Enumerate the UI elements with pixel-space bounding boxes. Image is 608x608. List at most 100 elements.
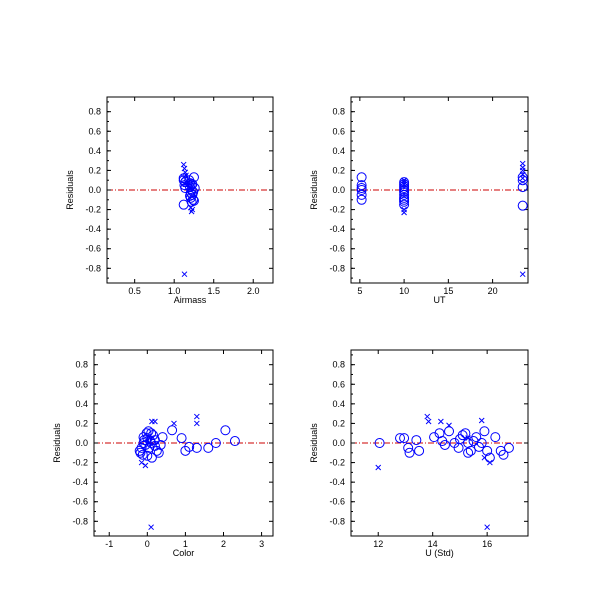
x-tick-label: 15 bbox=[443, 286, 453, 296]
data-point-circle bbox=[404, 447, 415, 458]
y-tick-label: -0.4 bbox=[329, 224, 345, 234]
y-tick-label: 0.0 bbox=[332, 438, 345, 448]
data-point-x bbox=[519, 271, 526, 278]
x-tick-label: 1.5 bbox=[207, 286, 220, 296]
data-point-circle bbox=[429, 432, 440, 443]
x-tick-label: 16 bbox=[482, 539, 492, 549]
data-point-x bbox=[484, 524, 491, 531]
data-point-x bbox=[193, 420, 200, 427]
x-axis-label: U (Std) bbox=[425, 548, 454, 558]
y-tick-label: 0.6 bbox=[88, 126, 101, 136]
data-point-circle bbox=[142, 450, 153, 461]
x-tick-label: 14 bbox=[428, 539, 438, 549]
data-point-circle bbox=[146, 452, 157, 463]
data-point-x bbox=[401, 179, 407, 186]
data-point-x bbox=[187, 185, 193, 191]
data-point-x bbox=[181, 271, 188, 278]
y-tick-label: 0.4 bbox=[332, 146, 345, 156]
data-point-circle bbox=[490, 432, 501, 443]
y-axis-label: Residuals bbox=[65, 170, 75, 210]
y-axis-label: Residuals bbox=[52, 423, 62, 463]
data-point-circle bbox=[157, 432, 168, 443]
data-point-circle bbox=[517, 172, 528, 183]
y-tick-label: 0.4 bbox=[88, 146, 101, 156]
x-tick-label: 0 bbox=[145, 539, 150, 549]
data-point-x bbox=[188, 179, 195, 186]
data-point-x bbox=[152, 418, 158, 425]
y-tick-label: -0.8 bbox=[85, 263, 101, 273]
data-point-circle bbox=[178, 175, 189, 186]
data-point-x bbox=[171, 420, 177, 427]
data-point-circle bbox=[503, 442, 514, 453]
data-point-x bbox=[481, 454, 488, 461]
x-tick-label: -1 bbox=[105, 539, 113, 549]
data-point-x bbox=[193, 413, 200, 420]
y-tick-label: -0.8 bbox=[329, 516, 345, 526]
data-point-circle bbox=[479, 426, 490, 437]
chart-panel-4: 0.8 0.6 0.4 0.2 0.0 -0.2 -0.4 -0.6 -0.8 12 14 16 U (… bbox=[309, 349, 529, 558]
y-tick-label: -0.4 bbox=[85, 224, 101, 234]
data-point-circle bbox=[403, 442, 414, 453]
data-point-circle bbox=[210, 438, 221, 448]
data-point-circle bbox=[374, 438, 385, 448]
x-tick-label: 5 bbox=[357, 286, 362, 296]
data-point-x bbox=[438, 418, 444, 425]
x-tick-label: 2 bbox=[221, 539, 226, 549]
data-point-circle bbox=[188, 195, 199, 206]
data-point-x bbox=[375, 464, 382, 471]
y-tick-label: 0.6 bbox=[332, 126, 345, 136]
data-point-circle bbox=[151, 445, 162, 456]
data-point-circle bbox=[517, 200, 528, 211]
data-point-circle bbox=[399, 186, 410, 197]
y-tick-label: 0.0 bbox=[75, 438, 88, 448]
data-point-circle bbox=[176, 433, 187, 444]
data-point-circle bbox=[203, 442, 214, 453]
data-point-circle bbox=[356, 185, 367, 195]
data-point-circle bbox=[463, 447, 474, 458]
data-point-circle bbox=[184, 441, 195, 452]
data-point-circle bbox=[137, 449, 148, 460]
y-tick-label: 0.2 bbox=[75, 418, 88, 428]
chart-panel-2: 0.8 0.6 0.4 0.2 0.0 -0.2 -0.4 -0.6 -0.8 5 10 15 20 UT… bbox=[309, 96, 529, 305]
y-tick-label: -0.4 bbox=[329, 477, 345, 487]
y-tick-label: -0.2 bbox=[72, 458, 88, 468]
data-point-x bbox=[148, 524, 154, 531]
data-point-circle bbox=[356, 189, 367, 200]
data-point-x bbox=[182, 181, 189, 187]
y-tick-label: 0.0 bbox=[88, 185, 101, 195]
data-point-circle bbox=[411, 435, 422, 446]
data-point-circle bbox=[476, 438, 487, 448]
y-tick-label: -0.4 bbox=[72, 477, 88, 487]
data-point-x bbox=[465, 435, 471, 441]
data-point-circle bbox=[191, 442, 202, 453]
x-tick-label: 3 bbox=[259, 539, 264, 549]
x-axis-label: Airmass bbox=[174, 295, 207, 305]
y-tick-label: 0.8 bbox=[88, 107, 101, 117]
data-point-circle bbox=[180, 445, 191, 456]
data-point-x bbox=[519, 175, 526, 182]
data-point-circle bbox=[414, 445, 425, 456]
data-point-x bbox=[401, 209, 407, 216]
data-point-circle bbox=[149, 440, 160, 451]
data-point-circle bbox=[155, 439, 166, 450]
x-tick-label: 20 bbox=[488, 286, 498, 296]
y-tick-label: -0.2 bbox=[329, 205, 345, 215]
data-point-circle bbox=[399, 433, 410, 444]
data-point-circle bbox=[471, 432, 482, 443]
y-tick-label: -0.8 bbox=[72, 516, 88, 526]
x-tick-label: 0.5 bbox=[128, 286, 141, 296]
data-point-x bbox=[425, 418, 432, 425]
y-tick-label: 0.4 bbox=[75, 399, 88, 409]
data-point-circle bbox=[439, 439, 450, 450]
y-tick-label: -0.8 bbox=[329, 263, 345, 273]
y-tick-label: -0.6 bbox=[72, 497, 88, 507]
y-tick-label: 0.2 bbox=[88, 165, 101, 175]
data-point-circle bbox=[148, 430, 159, 441]
x-axis-label: Color bbox=[173, 548, 195, 558]
data-point-circle bbox=[188, 172, 199, 183]
data-point-x bbox=[446, 422, 452, 429]
data-point-circle bbox=[167, 425, 178, 436]
y-tick-label: 0.8 bbox=[332, 107, 345, 117]
data-point-circle bbox=[356, 194, 367, 205]
